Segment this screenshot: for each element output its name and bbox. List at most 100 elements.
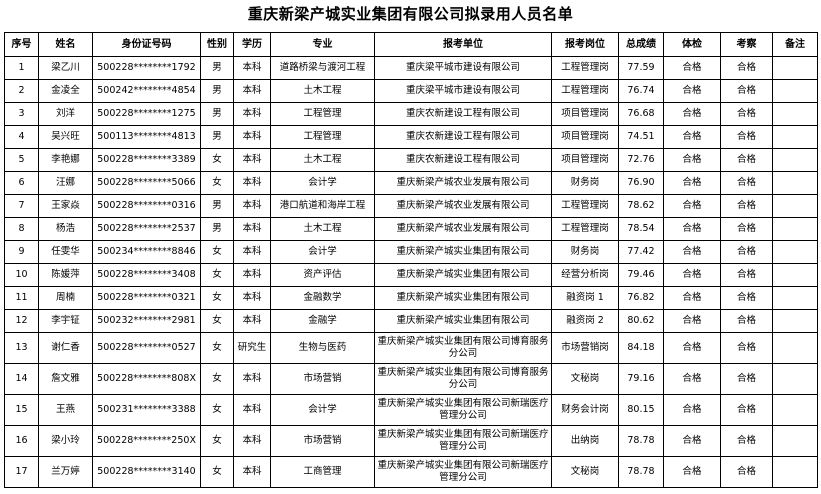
- table-cell: 500228********5066: [92, 171, 201, 195]
- table-cell: 项目管理岗: [551, 102, 619, 126]
- table-cell: [772, 286, 818, 310]
- table-cell: 15: [4, 394, 39, 426]
- table-cell: 女: [200, 148, 234, 172]
- table-cell: 本科: [233, 56, 271, 80]
- table-cell: 500232********2981: [92, 309, 201, 333]
- table-cell: 土木工程: [270, 217, 375, 241]
- table-cell: 17: [4, 456, 39, 488]
- table-cell: 76.82: [618, 286, 664, 310]
- table-cell: 500228********1792: [92, 56, 201, 80]
- table-cell: 本科: [233, 456, 271, 488]
- table-cell: 合格: [663, 240, 721, 264]
- table-cell: 合格: [720, 309, 773, 333]
- table-cell: 工程管理: [270, 102, 375, 126]
- table-cell: 会计学: [270, 171, 375, 195]
- table-cell: 14: [4, 363, 39, 395]
- table-row: 9 任雯华 500234********8846 女本科 会计学 重庆新梁产城实业集团有限…: [4, 240, 818, 264]
- table-cell: 工程管理岗: [551, 56, 619, 80]
- table-cell: 合格: [663, 171, 721, 195]
- table-cell: 80.62: [618, 309, 664, 333]
- table-cell: 合格: [720, 394, 773, 426]
- table-cell: [772, 102, 818, 126]
- table-cell: 重庆农新建设工程有限公司: [374, 125, 552, 149]
- table-cell: 兰万婷: [38, 456, 93, 488]
- table-cell: 资产评估: [270, 263, 375, 287]
- table-row: 17 兰万婷 500228********3140 女本科 工商管理 重庆新梁产城实业集团…: [4, 456, 818, 488]
- table-cell: 本科: [233, 148, 271, 172]
- header-cell: 总成绩: [618, 32, 664, 57]
- table-row: 13 谢仁香 500228********0527 女研究生 生物与医药 重庆新梁产城实业…: [4, 332, 818, 364]
- table-cell: 合格: [663, 79, 721, 103]
- header-cell: 报考单位: [374, 32, 552, 57]
- table-cell: 500228********3389: [92, 148, 201, 172]
- table-cell: 汪娜: [38, 171, 93, 195]
- table-cell: 本科: [233, 263, 271, 287]
- table-cell: 道路桥梁与渡河工程: [270, 56, 375, 80]
- table-cell: 任雯华: [38, 240, 93, 264]
- table-cell: 重庆农新建设工程有限公司: [374, 102, 552, 126]
- table-cell: 项目管理岗: [551, 125, 619, 149]
- table-row: 1 梁乙川 500228********1792 男本科 道路桥梁与渡河工程 重庆梁平城市…: [4, 56, 818, 80]
- table-cell: 80.15: [618, 394, 664, 426]
- table-cell: 本科: [233, 425, 271, 457]
- table-cell: 合格: [720, 332, 773, 364]
- table-cell: 会计学: [270, 394, 375, 426]
- table-cell: 6: [4, 171, 39, 195]
- table-cell: [772, 79, 818, 103]
- table-cell: 本科: [233, 217, 271, 241]
- table-cell: 合格: [720, 125, 773, 149]
- header-cell: 性别: [200, 32, 234, 57]
- table-cell: 金融学: [270, 309, 375, 333]
- table-cell: 融资岗 2: [551, 309, 619, 333]
- table-cell: 梁小玲: [38, 425, 93, 457]
- table-cell: 13: [4, 332, 39, 364]
- table-cell: 本科: [233, 240, 271, 264]
- table-cell: 重庆农新建设工程有限公司: [374, 148, 552, 172]
- header-cell: 身份证号码: [92, 32, 201, 57]
- table-cell: 77.59: [618, 56, 664, 80]
- header-cell: 专业: [270, 32, 375, 57]
- table-cell: 500228********1275: [92, 102, 201, 126]
- table-cell: [772, 125, 818, 149]
- table-row: 10 陈媛萍 500228********3408 女本科 资产评估 重庆新梁产城实业集团…: [4, 263, 818, 287]
- table-cell: 500228********0527: [92, 332, 201, 364]
- table-cell: [772, 148, 818, 172]
- table-cell: 女: [200, 425, 234, 457]
- table-cell: 合格: [720, 56, 773, 80]
- table-cell: 合格: [720, 148, 773, 172]
- table-cell: [772, 217, 818, 241]
- table-cell: 市场营销: [270, 363, 375, 395]
- table-cell: 7: [4, 194, 39, 218]
- table-cell: 78.78: [618, 425, 664, 457]
- table-cell: 工程管理岗: [551, 79, 619, 103]
- table-cell: 女: [200, 456, 234, 488]
- table-row: 15 王燕 500231********3388 女本科 会计学 重庆新梁产城实业集团有限…: [4, 394, 818, 426]
- table-cell: 财务岗: [551, 240, 619, 264]
- table-cell: 李艳娜: [38, 148, 93, 172]
- table-row: 12 李宇钲 500232********2981 女本科 金融学 重庆新梁产城实业集团有…: [4, 309, 818, 333]
- table-cell: 重庆新梁产城实业集团有限公司新瑞医疗管理分公司: [374, 425, 552, 457]
- table-cell: 78.54: [618, 217, 664, 241]
- table-cell: [772, 194, 818, 218]
- table-cell: 文秘岗: [551, 456, 619, 488]
- table-cell: 本科: [233, 171, 271, 195]
- table-cell: 合格: [663, 102, 721, 126]
- table-cell: 重庆新梁产城实业集团有限公司: [374, 263, 552, 287]
- table-cell: 500228********3140: [92, 456, 201, 488]
- table-cell: 重庆新梁产城实业集团有限公司新瑞医疗管理分公司: [374, 394, 552, 426]
- header-cell: 报考岗位: [551, 32, 619, 57]
- table-cell: 男: [200, 56, 234, 80]
- table-cell: 周楠: [38, 286, 93, 310]
- table-cell: 76.68: [618, 102, 664, 126]
- table-cell: 合格: [663, 425, 721, 457]
- table-cell: 本科: [233, 102, 271, 126]
- table-cell: 79.16: [618, 363, 664, 395]
- table-cell: 500228********0321: [92, 286, 201, 310]
- table-cell: 男: [200, 79, 234, 103]
- table-cell: 市场营销岗: [551, 332, 619, 364]
- table-cell: 重庆新梁产城实业集团有限公司: [374, 240, 552, 264]
- table-cell: 合格: [663, 286, 721, 310]
- table-row: 6 汪娜 500228********5066 女本科 会计学 重庆新梁产城农业发展有限公…: [4, 171, 818, 195]
- table-cell: [772, 363, 818, 395]
- table-cell: 谢仁香: [38, 332, 93, 364]
